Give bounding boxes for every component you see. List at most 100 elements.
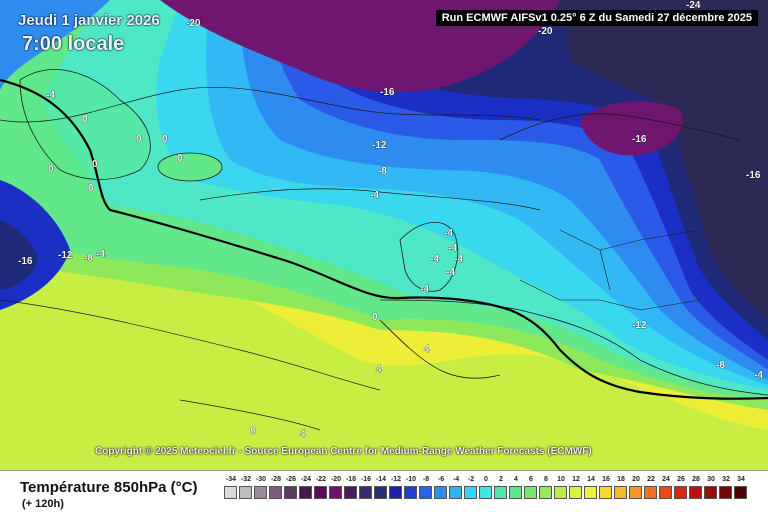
- contour-label: 4: [300, 429, 306, 440]
- scale-tick-label: 14: [587, 476, 595, 483]
- scale-tick-label: -10: [405, 476, 417, 483]
- contour-label: -8: [716, 360, 725, 371]
- scale-swatch: [374, 486, 387, 499]
- scale-tick-label: -2: [467, 476, 475, 483]
- scale-swatch: [659, 486, 672, 499]
- scale-tick-label: 6: [529, 476, 533, 483]
- scale-swatch: [644, 486, 657, 499]
- scale-tick-label: 10: [557, 476, 565, 483]
- contour-label: -8: [84, 253, 93, 264]
- contour-label: -8: [378, 166, 387, 177]
- greenland-outline: [19, 69, 151, 180]
- scale-tick-label: 26: [677, 476, 685, 483]
- scale-tick-label: 16: [602, 476, 610, 483]
- yellow-green-region: [0, 250, 768, 470]
- contour-label: 4: [376, 364, 382, 375]
- scale-swatch: [449, 486, 462, 499]
- isotherm-line: [0, 299, 381, 391]
- continent-coastline: [379, 299, 768, 396]
- scale-swatch: [254, 486, 267, 499]
- contour-label: -4: [754, 370, 763, 381]
- contour-label: -4: [454, 254, 463, 265]
- scale-swatch: [269, 486, 282, 499]
- scale-swatch: [299, 486, 312, 499]
- scale-tick-label: 34: [737, 476, 745, 483]
- copyright-notice: Copyright © 2025 Meteociel.fr - Source E…: [95, 446, 592, 457]
- country-borders: [519, 229, 701, 311]
- scale-swatch: [224, 486, 237, 499]
- scale-tick-label: 20: [632, 476, 640, 483]
- contour-label: -12: [58, 250, 73, 261]
- contour-label: -20: [186, 18, 201, 29]
- scale-swatch: [509, 486, 522, 499]
- scale-tick-label: 28: [692, 476, 700, 483]
- forecast-date: Jeudi 1 janvier 2026: [18, 12, 160, 29]
- contour-label: 0: [177, 153, 183, 164]
- scandinavia-outline: [499, 113, 741, 141]
- scale-tick-label: 4: [514, 476, 518, 483]
- scale-swatch: [419, 486, 432, 499]
- contour-label: -4: [96, 249, 105, 260]
- scale-tick-label: -24: [300, 476, 312, 483]
- contour-label: 0: [48, 164, 54, 175]
- contour-label: -4: [370, 190, 379, 201]
- contour-label: -12: [632, 320, 647, 331]
- northwest-blue-region: [0, 0, 110, 90]
- scale-tick-label: 24: [662, 476, 670, 483]
- contour-label: 0: [162, 134, 168, 145]
- forecast-time: 7:00 locale: [22, 33, 125, 55]
- scandinavia-cold-core: [580, 101, 683, 156]
- model-run-label: Run ECMWF AIFSv1 0.25° 6 Z du Samedi 27 …: [435, 10, 758, 26]
- scale-tick-label: 0: [484, 476, 488, 483]
- contour-label: -16: [18, 256, 33, 267]
- scale-swatch: [539, 486, 552, 499]
- contour-label: -4: [448, 243, 457, 254]
- scale-swatch: [734, 486, 747, 499]
- zero-isotherm: [0, 78, 768, 400]
- scale-swatch: [389, 486, 402, 499]
- field-title: Température 850hPa (°C): [20, 479, 198, 496]
- contour-label: -4: [46, 90, 55, 101]
- scale-tick-label: -14: [375, 476, 387, 483]
- scale-tick-label: -18: [345, 476, 357, 483]
- scale-swatch: [569, 486, 582, 499]
- scale-swatch: [284, 486, 297, 499]
- lead-time-label: (+ 120h): [22, 498, 64, 510]
- contour-label: 0: [372, 312, 378, 323]
- contour-labels: -20 -24 -20 -16 -12 -8 -4 -4 -16 -16 -4 …: [18, 0, 764, 440]
- scale-swatch: [404, 486, 417, 499]
- scale-swatch: [239, 486, 252, 499]
- scale-swatch: [434, 486, 447, 499]
- scale-tick-label: 32: [722, 476, 730, 483]
- temperature-map: -20 -24 -20 -16 -12 -8 -4 -4 -16 -16 -4 …: [0, 0, 768, 470]
- scale-swatch: [704, 486, 717, 499]
- scale-tick-label: -30: [255, 476, 267, 483]
- scale-swatch: [584, 486, 597, 499]
- scale-tick-label: -20: [330, 476, 342, 483]
- scale-swatch: [719, 486, 732, 499]
- scale-tick-label: 8: [544, 476, 548, 483]
- slate-region: [560, 0, 768, 320]
- contour-label: 0: [88, 183, 94, 194]
- scale-tick-label: -6: [437, 476, 445, 483]
- iberia-outline: [379, 319, 501, 379]
- scale-swatch: [359, 486, 372, 499]
- contour-label: -4: [420, 284, 429, 295]
- contour-label: 0: [82, 114, 88, 125]
- west-cold-core: [0, 220, 38, 290]
- british-isles-outline: [399, 221, 459, 292]
- scale-tick-label: -26: [285, 476, 297, 483]
- contour-label: -16: [380, 87, 395, 98]
- scale-swatch: [464, 486, 477, 499]
- scale-tick-label: 2: [499, 476, 503, 483]
- scale-swatch: [344, 486, 357, 499]
- contour-label: -24: [686, 0, 701, 11]
- contour-label: -4: [446, 267, 455, 278]
- isotherm-line: [199, 188, 541, 211]
- contour-label: 8: [250, 426, 256, 437]
- scale-swatch: [329, 486, 342, 499]
- scale-swatch: [524, 486, 537, 499]
- scale-tick-label: -8: [422, 476, 430, 483]
- scale-swatch: [614, 486, 627, 499]
